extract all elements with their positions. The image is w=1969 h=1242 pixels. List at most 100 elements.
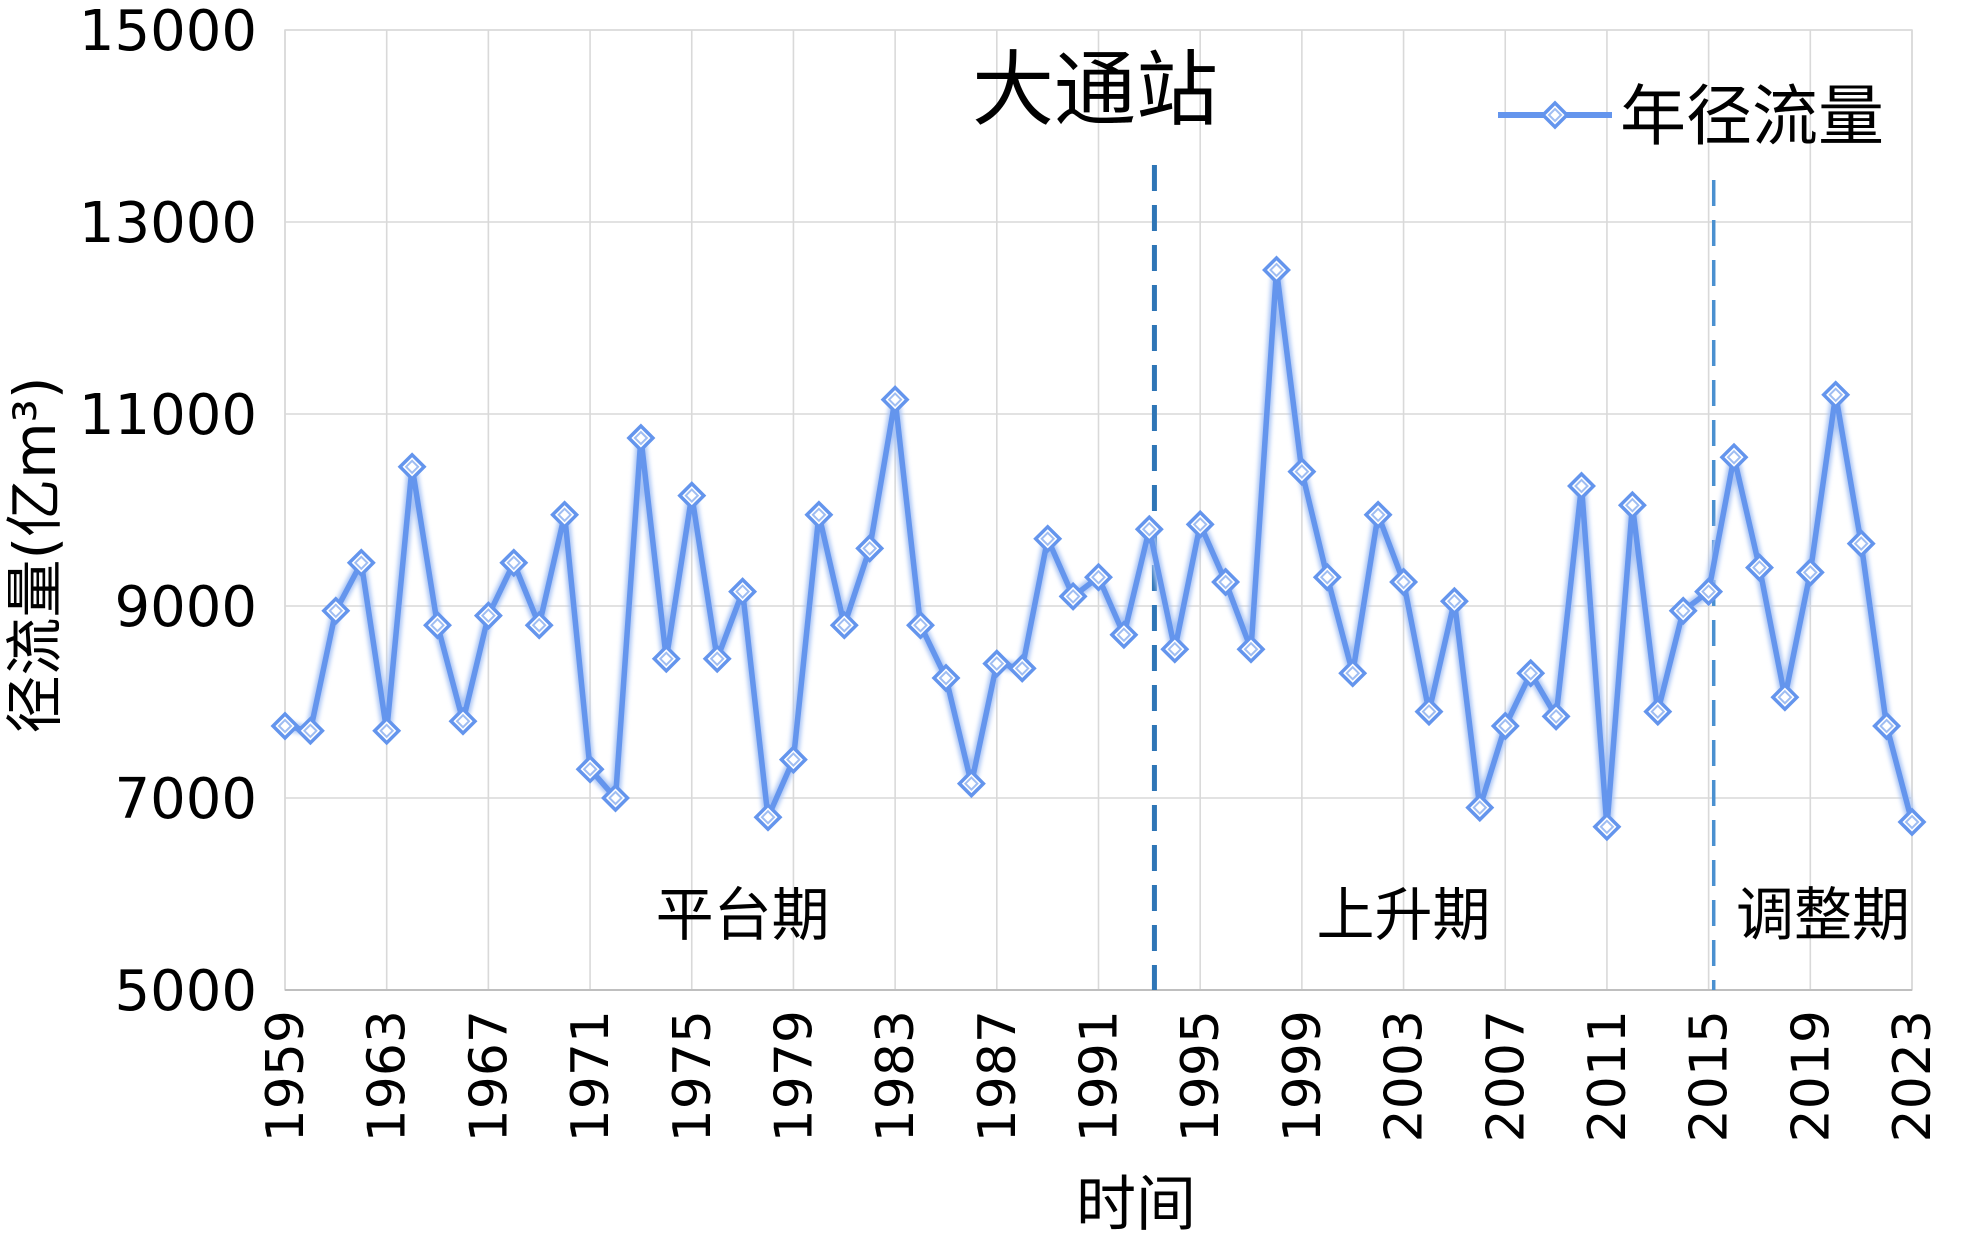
data-point-inner-2017 (1752, 560, 1767, 576)
data-point-2007[interactable] (1490, 711, 1520, 741)
data-point-2015[interactable] (1694, 577, 1724, 607)
y-tick-label-15000: 15000 (79, 0, 257, 64)
data-point-1997[interactable] (1236, 634, 1266, 664)
data-point-2019[interactable] (1795, 557, 1825, 587)
data-point-marker-2002 (1363, 500, 1393, 530)
data-point-2006[interactable] (1465, 793, 1495, 823)
data-point-marker-2010 (1567, 471, 1596, 501)
data-point-1980[interactable] (804, 500, 834, 530)
data-point-1987[interactable] (982, 649, 1012, 679)
data-point-2004[interactable] (1414, 697, 1444, 727)
data-point-2022[interactable] (1872, 711, 1902, 741)
data-point-1972[interactable] (601, 783, 630, 813)
data-point-1975[interactable] (677, 481, 707, 511)
data-point-2014[interactable] (1668, 596, 1698, 626)
data-point-2020[interactable] (1821, 380, 1851, 410)
data-point-2005[interactable] (1439, 586, 1469, 616)
data-point-1966[interactable] (448, 706, 478, 736)
data-point-1968[interactable] (499, 548, 529, 578)
data-point-1989[interactable] (1033, 524, 1063, 554)
data-point-inner-1979 (785, 752, 801, 768)
data-point-2002[interactable] (1363, 500, 1393, 530)
data-point-inner-2005 (1446, 593, 1462, 609)
data-point-marker-2018 (1770, 682, 1800, 712)
data-point-2012[interactable] (1617, 490, 1647, 520)
data-point-2017[interactable] (1745, 553, 1774, 583)
data-point-2010[interactable] (1567, 471, 1596, 501)
data-point-1998[interactable] (1262, 255, 1291, 285)
data-point-2009[interactable] (1541, 701, 1571, 731)
data-point-marker-2004 (1414, 697, 1444, 727)
data-point-1960[interactable] (295, 716, 325, 746)
data-point-1971[interactable] (575, 754, 605, 784)
data-point-2013[interactable] (1643, 697, 1673, 727)
data-point-1959[interactable] (270, 711, 300, 741)
data-point-1970[interactable] (550, 500, 580, 530)
data-point-1979[interactable] (778, 745, 808, 775)
data-point-1981[interactable] (829, 610, 859, 640)
data-point-inner-1960 (302, 723, 318, 739)
data-point-inner-2015 (1701, 584, 1717, 600)
data-point-1961[interactable] (321, 596, 351, 626)
data-point-1978[interactable] (753, 802, 783, 832)
data-point-marker-1979 (778, 745, 808, 775)
data-point-1977[interactable] (728, 577, 758, 607)
data-point-1967[interactable] (473, 601, 503, 631)
data-point-1994[interactable] (1160, 634, 1190, 664)
data-point-1988[interactable] (1007, 653, 1037, 683)
data-point-1965[interactable] (423, 610, 452, 640)
data-point-1973[interactable] (626, 423, 656, 453)
data-point-marker-1995 (1185, 509, 1215, 539)
data-point-2023[interactable] (1897, 807, 1927, 837)
data-point-inner-2016 (1726, 449, 1742, 465)
data-point-2003[interactable] (1389, 567, 1419, 597)
data-point-marker-1962 (346, 548, 376, 578)
data-point-marker-1968 (499, 548, 529, 578)
data-point-marker-1963 (372, 716, 402, 746)
data-point-marker-1982 (855, 533, 885, 563)
chart-title: 大通站 (972, 43, 1218, 138)
data-point-1999[interactable] (1287, 457, 1317, 487)
x-axis-tick-labels: 1959 1963 1967 1971 1975 1979 1983 1987 1991 1995… (256, 1010, 1943, 1142)
data-point-marker-2017 (1745, 553, 1774, 583)
y-axis-label: 径流量(亿m³) (1, 376, 69, 733)
data-point-inner-1966 (455, 713, 471, 729)
data-point-2021[interactable] (1846, 529, 1876, 559)
data-point-1974[interactable] (651, 644, 681, 674)
data-point-inner-1984 (913, 617, 928, 633)
x-tick-label-1967: 1967 (459, 1010, 519, 1142)
data-point-2011[interactable] (1592, 812, 1622, 842)
data-point-2008[interactable] (1516, 658, 1546, 688)
data-point-1990[interactable] (1058, 581, 1088, 611)
data-point-1992[interactable] (1109, 620, 1139, 650)
data-point-2001[interactable] (1338, 658, 1368, 688)
data-point-2018[interactable] (1770, 682, 1800, 712)
data-point-inner-2000 (1319, 569, 1335, 585)
data-point-1962[interactable] (346, 548, 376, 578)
x-tick-label-1999: 1999 (1273, 1010, 1333, 1142)
data-point-1986[interactable] (956, 769, 986, 799)
data-point-inner-1995 (1192, 516, 1208, 532)
x-tick-label-2007: 2007 (1476, 1010, 1536, 1142)
data-point-1996[interactable] (1211, 567, 1241, 597)
data-point-1982[interactable] (855, 533, 885, 563)
data-point-inner-1964 (404, 459, 420, 475)
data-point-1964[interactable] (397, 452, 427, 482)
data-point-1991[interactable] (1084, 562, 1113, 592)
data-point-1993[interactable] (1134, 514, 1164, 544)
data-point-inner-1985 (938, 670, 954, 686)
legend[interactable]: 年径流量 (1498, 78, 1884, 155)
data-point-2016[interactable] (1719, 442, 1749, 472)
data-point-1995[interactable] (1185, 509, 1215, 539)
data-point-marker-2008 (1516, 658, 1546, 688)
data-point-1983[interactable] (880, 385, 910, 415)
data-point-1985[interactable] (931, 663, 961, 693)
data-point-marker-1988 (1007, 653, 1037, 683)
data-point-1976[interactable] (702, 644, 732, 674)
legend-marker-outer (1540, 100, 1570, 130)
data-point-inner-2010 (1574, 478, 1589, 494)
data-point-1963[interactable] (372, 716, 402, 746)
data-point-1984[interactable] (906, 610, 935, 640)
data-point-1969[interactable] (524, 610, 554, 640)
data-point-2000[interactable] (1312, 562, 1342, 592)
